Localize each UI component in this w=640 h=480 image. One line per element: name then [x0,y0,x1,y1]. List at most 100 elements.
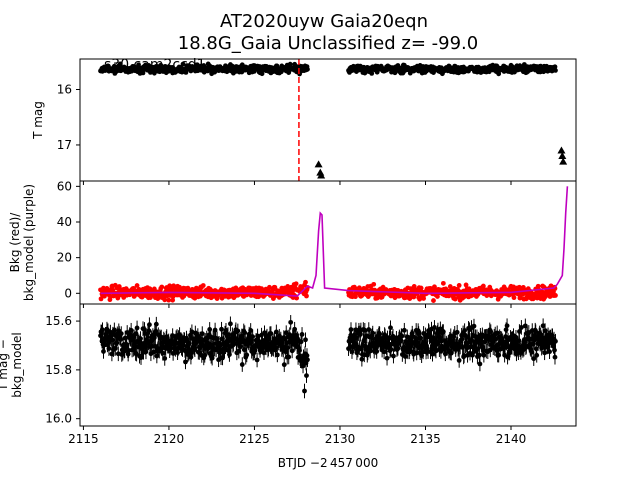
data-point [435,294,440,299]
panel-tmag-minus-bkg: 15.6 15.8 16.0 T mag −bkg_model [0,303,577,430]
data-point [480,283,486,289]
chart-title: AT2020uyw Gaia20eqn [220,11,428,32]
data-point [272,284,278,290]
data-point [160,350,166,356]
data-point [481,352,487,358]
x-tick-label: 2130 [325,432,356,446]
data-point [305,357,310,363]
y-axis-label: T mag −bkg_model [0,332,24,398]
data-point [106,346,112,351]
data-point [254,357,260,363]
data-point [162,297,168,303]
data-point [219,326,224,332]
data-point [456,357,462,363]
x-tick-label: 2140 [496,432,527,446]
data-point [242,330,248,336]
data-point [134,325,140,331]
y-tick-label: 40 [57,215,72,229]
data-point [463,282,469,288]
data-point [471,323,477,329]
x-tick-label: 2135 [410,432,441,446]
data-point [391,353,396,359]
data-point [354,335,359,341]
data-point [100,327,105,333]
data-point [503,327,509,333]
data-point [199,331,205,337]
data-point [401,327,407,333]
data-point [516,338,522,343]
y-tick-label: 20 [57,251,72,265]
data-point [371,281,377,287]
data-point [411,284,417,289]
data-point [180,61,186,67]
data-point [244,352,250,358]
data-point [540,323,546,329]
data-point [262,330,267,336]
y-tick-label: 0 [64,286,72,300]
bkg-model-line [100,186,569,297]
data-point [305,66,310,72]
data-point [374,349,380,354]
data-point [303,279,308,285]
data-point [369,70,375,76]
y-tick-label: 15.8 [45,363,72,377]
data-point [461,353,467,358]
data-point [531,356,537,362]
data-point [399,333,405,339]
data-point [281,362,287,368]
data-point [248,328,254,333]
data-point [303,337,308,343]
axes-frame [79,58,577,182]
y-tick-label: 60 [57,179,72,193]
data-point [138,336,143,341]
plot-area [98,61,568,179]
data-point [259,71,265,77]
data-point [494,330,500,336]
data-point [547,349,552,355]
data-point [250,334,256,340]
data-point [287,61,293,67]
data-point [454,329,460,335]
chart-subtitle: 18.8G_Gaia Unclassified z= -99.0 [178,33,478,54]
data-point [212,327,218,333]
data-point [447,284,453,289]
data-point [552,64,558,70]
upper-limit-marker [314,160,323,168]
data-point [432,325,437,330]
data-point [542,350,548,356]
data-point [117,61,123,67]
plot-area [98,315,558,399]
data-point [477,361,483,367]
data-point [440,329,446,335]
data-point [477,352,482,358]
plot-area [98,186,569,303]
upper-limit-marker [317,171,326,179]
data-point [366,327,372,332]
data-point [134,283,140,288]
data-point [452,296,458,302]
x-axis-label: BTJD −2 457 000 [278,456,378,470]
data-point [274,352,280,358]
data-point [299,332,305,337]
data-point [239,362,245,367]
data-point [147,322,152,328]
data-point [294,295,300,301]
panel-tmag: 16 17 T mag [31,58,577,185]
axes-frame [79,180,577,305]
data-point [511,295,517,301]
data-point [402,354,408,359]
y-tick-label: 15.6 [45,314,72,328]
data-point [286,354,292,360]
y-axis-label: Bkg (red)/bkg_model (purple) [8,184,36,301]
data-point [162,355,168,361]
x-axis: 2115 2120 2125 2130 2135 2140 [68,432,526,446]
data-point [440,280,446,286]
data-point [421,296,426,301]
panel-background: 0 20 40 60 Bkg (red)/bkg_model (purple) [8,179,577,308]
data-point [143,349,149,355]
data-point [552,354,558,360]
x-tick-label: 2120 [154,432,185,446]
data-point [170,297,176,303]
data-point [304,373,309,379]
